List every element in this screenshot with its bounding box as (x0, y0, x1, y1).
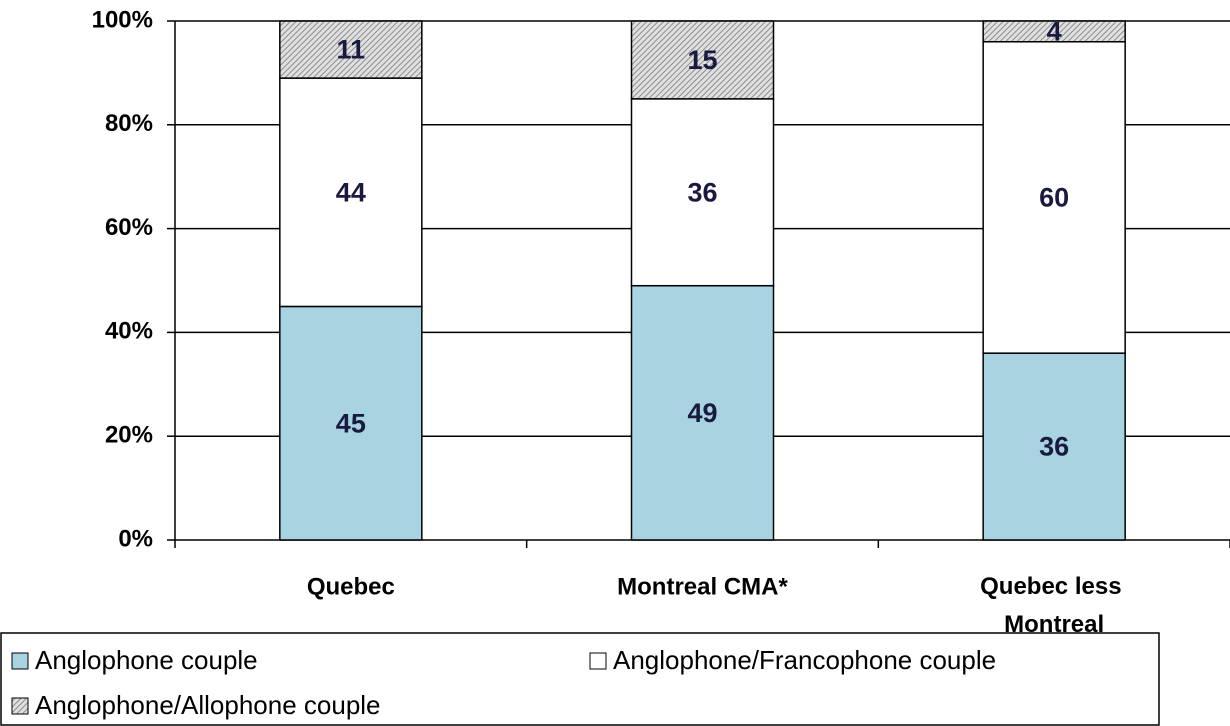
x-tick-label: Montreal CMA* (617, 573, 788, 600)
data-label: 49 (687, 398, 717, 428)
x-tick-label: Quebec less Montreal (980, 573, 1128, 638)
bar-segment (630, 284, 775, 541)
bar-segment (982, 352, 1126, 541)
x-tick-label: Quebec (307, 573, 395, 600)
legend-box (0, 632, 1160, 726)
data-label: 44 (336, 177, 366, 207)
legend-label: Anglophone couple (35, 645, 258, 675)
y-tick-label: 100% (92, 6, 153, 33)
data-label: 4 (1047, 17, 1062, 47)
legend-swatch (11, 652, 29, 670)
y-tick-label: 40% (105, 318, 153, 345)
legend-swatch (11, 697, 29, 715)
data-label: 36 (687, 177, 717, 207)
y-tick-label: 20% (105, 422, 153, 449)
data-label: 11 (337, 35, 366, 65)
bar-segment (279, 305, 423, 541)
bar-segment (630, 98, 775, 287)
legend-label: Anglophone/Francophone couple (613, 645, 996, 675)
data-label: 15 (687, 45, 717, 75)
data-label: 45 (336, 408, 366, 438)
y-tick-label: 60% (105, 214, 153, 241)
data-label: 36 (1039, 432, 1069, 462)
bar-segment (279, 77, 423, 308)
data-label: 60 (1039, 183, 1069, 213)
bar-segment (982, 20, 1126, 43)
bar-segment (279, 20, 423, 79)
bar-segment (630, 20, 775, 100)
bar-segment (982, 41, 1126, 354)
legend-label: Anglophone/Allophone couple (35, 690, 381, 720)
y-tick-label: 80% (105, 110, 153, 137)
y-tick-label: 0% (118, 525, 153, 552)
legend-swatch (589, 652, 607, 670)
